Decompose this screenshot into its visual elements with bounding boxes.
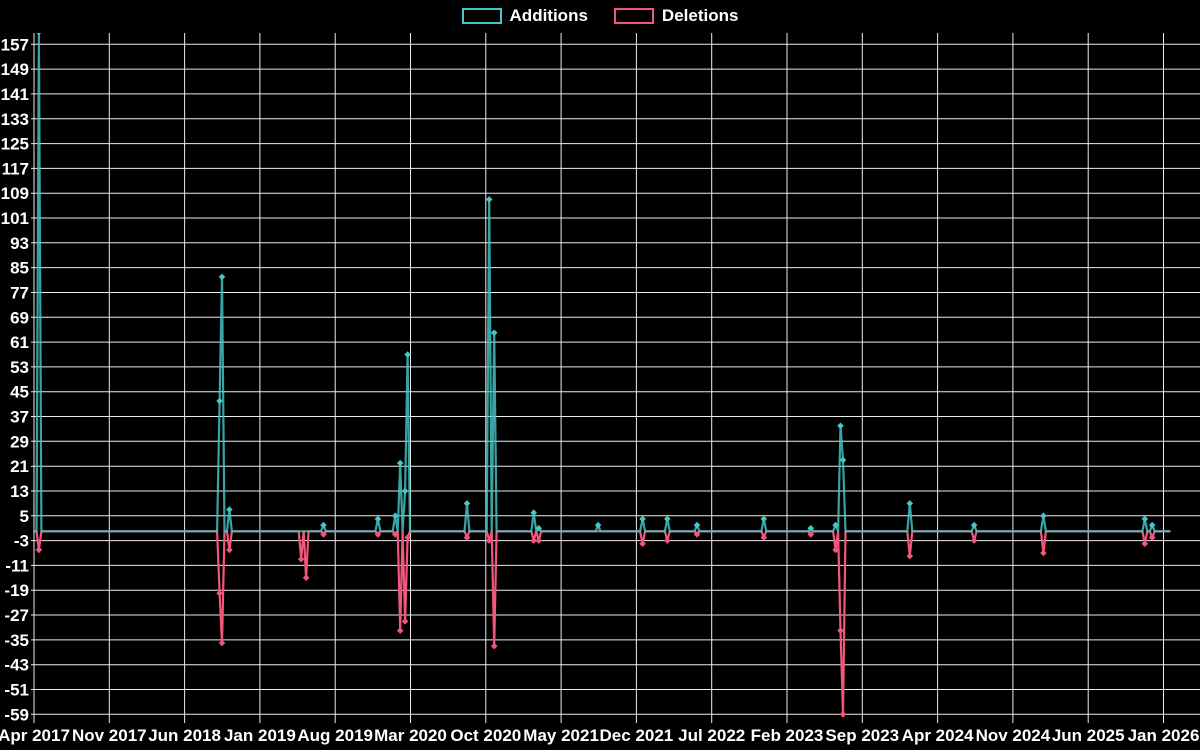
svg-text:21: 21 xyxy=(10,457,29,476)
svg-text:85: 85 xyxy=(10,259,29,278)
additions-series xyxy=(32,33,1171,533)
svg-text:-11: -11 xyxy=(5,556,29,575)
svg-text:Sep 2023: Sep 2023 xyxy=(825,726,899,745)
deletions-swatch-icon xyxy=(613,7,654,24)
svg-text:May 2021: May 2021 xyxy=(523,726,599,745)
svg-text:Oct 2020: Oct 2020 xyxy=(450,726,521,745)
svg-text:Jul 2022: Jul 2022 xyxy=(678,726,745,745)
svg-text:149: 149 xyxy=(1,60,29,79)
svg-text:Apr 2017: Apr 2017 xyxy=(0,726,70,745)
svg-text:-51: -51 xyxy=(4,681,29,700)
svg-text:-3: -3 xyxy=(14,532,29,551)
svg-text:157: 157 xyxy=(1,35,29,54)
x-axis-labels: Apr 2017 Nov 2017 Jun 2018 Jan 2019 Aug 2019… xyxy=(0,726,1199,745)
svg-text:Jan 2019: Jan 2019 xyxy=(224,726,296,745)
svg-text:29: 29 xyxy=(10,432,29,451)
svg-text:125: 125 xyxy=(1,135,29,154)
svg-text:Apr 2024: Apr 2024 xyxy=(902,726,974,745)
svg-text:Dec 2021: Dec 2021 xyxy=(600,726,674,745)
gridlines xyxy=(31,33,1200,723)
svg-text:Mar 2020: Mar 2020 xyxy=(374,726,447,745)
deletions-label: Deletions xyxy=(661,6,739,25)
svg-text:Nov 2017: Nov 2017 xyxy=(72,726,147,745)
svg-text:-59: -59 xyxy=(4,705,29,724)
svg-text:-19: -19 xyxy=(4,581,29,600)
svg-text:5: 5 xyxy=(20,507,29,526)
svg-text:61: 61 xyxy=(10,333,29,352)
svg-text:93: 93 xyxy=(10,234,29,253)
svg-text:Jan 2026: Jan 2026 xyxy=(1128,726,1200,745)
svg-text:Jun 2025: Jun 2025 xyxy=(1052,726,1125,745)
legend-item-additions[interactable]: Additions xyxy=(461,6,588,25)
svg-text:-27: -27 xyxy=(4,606,29,625)
svg-text:Aug 2019: Aug 2019 xyxy=(297,726,373,745)
svg-text:Jun 2018: Jun 2018 xyxy=(148,726,221,745)
y-axis-labels: 157 149 141 133 125 117 109 101 93 85 77 69 61 53 45 37… xyxy=(1,35,29,724)
svg-text:Feb 2023: Feb 2023 xyxy=(751,726,824,745)
svg-text:37: 37 xyxy=(10,408,29,427)
svg-text:45: 45 xyxy=(10,383,29,402)
legend-item-deletions[interactable]: Deletions xyxy=(613,6,739,25)
svg-text:-35: -35 xyxy=(4,631,29,650)
legend: Additions Deletions xyxy=(0,7,1200,24)
svg-text:Nov 2024: Nov 2024 xyxy=(976,726,1051,745)
svg-text:69: 69 xyxy=(10,308,29,327)
svg-text:117: 117 xyxy=(2,159,29,178)
svg-text:-43: -43 xyxy=(4,656,29,675)
svg-text:141: 141 xyxy=(1,85,29,104)
svg-text:101: 101 xyxy=(1,209,29,228)
additions-label: Additions xyxy=(509,6,588,25)
svg-text:13: 13 xyxy=(10,482,29,501)
svg-text:77: 77 xyxy=(10,284,29,303)
additions-swatch-icon xyxy=(461,7,502,24)
svg-text:53: 53 xyxy=(10,358,29,377)
svg-text:109: 109 xyxy=(1,184,29,203)
svg-text:133: 133 xyxy=(1,110,29,129)
